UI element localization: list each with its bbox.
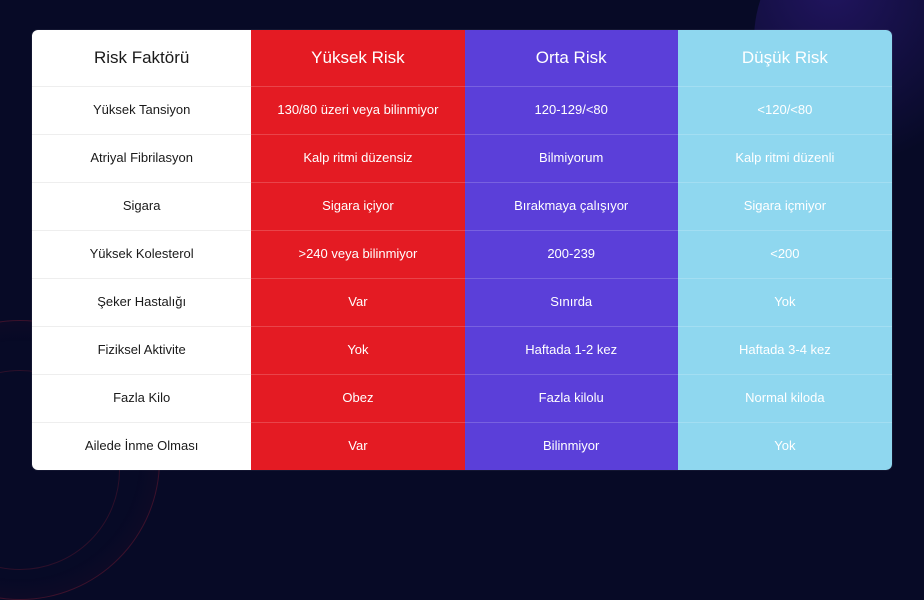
table-row: Fazla KiloObezFazla kiloluNormal kiloda <box>32 374 892 422</box>
table-row: Yüksek Kolesterol>240 veya bilinmiyor200… <box>32 230 892 278</box>
table-cell: 130/80 üzeri veya bilinmiyor <box>251 86 464 134</box>
table-cell: Bırakmaya çalışıyor <box>465 182 678 230</box>
table-cell: Yok <box>678 278 892 326</box>
table-cell: Bilmiyorum <box>465 134 678 182</box>
table-cell: Yüksek Tansiyon <box>32 86 251 134</box>
table-cell: Haftada 1-2 kez <box>465 326 678 374</box>
table-cell: 120-129/<80 <box>465 86 678 134</box>
table-row: Atriyal FibrilasyonKalp ritmi düzensizBi… <box>32 134 892 182</box>
table-cell: Atriyal Fibrilasyon <box>32 134 251 182</box>
table-cell: Haftada 3-4 kez <box>678 326 892 374</box>
col-header-factor: Risk Faktörü <box>32 30 251 86</box>
table-cell: Yok <box>678 422 892 470</box>
table-row: Fiziksel AktiviteYokHaftada 1-2 kezHafta… <box>32 326 892 374</box>
table-cell: Normal kiloda <box>678 374 892 422</box>
table-cell: >240 veya bilinmiyor <box>251 230 464 278</box>
table-cell: Var <box>251 278 464 326</box>
table-cell: <120/<80 <box>678 86 892 134</box>
table-cell: Yüksek Kolesterol <box>32 230 251 278</box>
table-cell: Yok <box>251 326 464 374</box>
table-row: Ailede İnme OlmasıVarBilinmiyorYok <box>32 422 892 470</box>
table-cell: Sigara <box>32 182 251 230</box>
table-cell: Kalp ritmi düzensiz <box>251 134 464 182</box>
table-cell: Fazla kilolu <box>465 374 678 422</box>
table-cell: Obez <box>251 374 464 422</box>
table-cell: Sigara içiyor <box>251 182 464 230</box>
table-cell: <200 <box>678 230 892 278</box>
table-cell: Şeker Hastalığı <box>32 278 251 326</box>
table-row: Şeker HastalığıVarSınırdaYok <box>32 278 892 326</box>
col-header-high: Yüksek Risk <box>251 30 464 86</box>
table-row: Yüksek Tansiyon130/80 üzeri veya bilinmi… <box>32 86 892 134</box>
table-cell: Var <box>251 422 464 470</box>
table-cell: 200-239 <box>465 230 678 278</box>
risk-table: Risk Faktörü Yüksek Risk Orta Risk Düşük… <box>32 30 892 470</box>
table-cell: Sınırda <box>465 278 678 326</box>
col-header-medium: Orta Risk <box>465 30 678 86</box>
table-cell: Ailede İnme Olması <box>32 422 251 470</box>
table-cell: Fiziksel Aktivite <box>32 326 251 374</box>
table-cell: Kalp ritmi düzenli <box>678 134 892 182</box>
table-cell: Fazla Kilo <box>32 374 251 422</box>
table-row: SigaraSigara içiyorBırakmaya çalışıyorSi… <box>32 182 892 230</box>
table-header-row: Risk Faktörü Yüksek Risk Orta Risk Düşük… <box>32 30 892 86</box>
table-cell: Bilinmiyor <box>465 422 678 470</box>
table-cell: Sigara içmiyor <box>678 182 892 230</box>
col-header-low: Düşük Risk <box>678 30 892 86</box>
